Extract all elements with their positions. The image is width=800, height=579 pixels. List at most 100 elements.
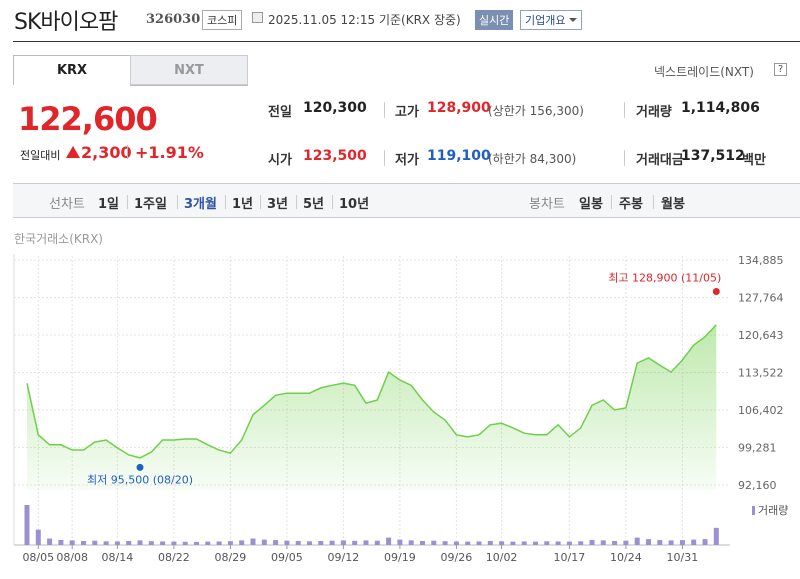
period-tab[interactable]: 1주일 [134,197,167,212]
price: 122,600 [18,100,158,138]
period-tab[interactable]: 5년 [303,197,325,212]
stat-label: 거래량 [636,105,672,120]
divider [225,195,226,209]
volume-bar [58,539,64,545]
volume-bar [92,540,98,545]
x-tick-label: 08/22 [158,551,190,564]
period-tab[interactable]: 3개월 [184,197,217,212]
candle-chart-label: 봉차트 [529,197,565,212]
divider [611,195,612,209]
x-tick-label: 10/24 [610,551,642,564]
volume-bar [126,541,132,545]
period-tab[interactable]: 1일 [98,197,120,212]
stat-label: 전일 [268,105,292,120]
volume-bar [420,541,425,545]
volume-bar [148,541,154,545]
chart-source: 한국거래소(KRX) [14,232,103,246]
volume-bar [273,540,279,545]
x-tick-label: 09/19 [384,551,416,564]
period-tab[interactable]: 주봉 [619,197,643,212]
x-tick-label: 10/31 [667,551,699,564]
x-tick-label: 08/29 [215,551,247,564]
volume-bar [521,541,527,545]
volume-bar [182,541,188,545]
stat-value: 128,900 [427,100,491,116]
volume-bar [194,541,199,545]
divider [127,195,128,209]
volume-bar [578,541,584,545]
up-arrow [66,146,80,158]
volume-bar [702,539,708,545]
stat-value: 123,500 [303,148,367,164]
volume-bar [295,541,301,545]
volume-bar [612,541,618,545]
volume-bar [453,541,459,545]
y-tick-label: 106,402 [738,404,784,417]
stat-value: 1,114,806 [681,100,760,116]
volume-bar [431,540,437,545]
annotation-marker [712,288,720,296]
x-tick-label: 10/17 [554,551,586,564]
volume-bar [363,540,369,545]
divider [127,145,128,159]
area-fill [27,324,717,490]
help-icon[interactable]: ? [774,63,787,76]
x-tick-label: 09/26 [441,551,473,564]
tab-underline [130,85,248,86]
period-tab[interactable]: 3년 [267,197,289,212]
volume-bar [137,540,143,545]
divider [653,195,654,209]
volume-bar [24,505,30,545]
divider [624,102,625,118]
stat-label: 시가 [268,153,292,168]
volume-bar [533,541,538,545]
volume-bar [69,540,75,545]
volume-bar [600,540,606,545]
y-tick-label: 134,885 [738,254,784,267]
period-tab[interactable]: 10년 [339,197,370,212]
volume-legend-swatch [752,506,755,515]
volume-bar [386,537,392,545]
volume-bar [307,541,312,545]
volume-bar [261,539,267,545]
y-tick-label: 92,160 [738,479,777,492]
divider [296,195,297,209]
volume-bar [340,540,346,545]
divider [332,195,333,209]
x-tick-label: 08/05 [22,551,54,564]
volume-bar [408,540,414,545]
volume-bar [239,540,245,545]
nxt-link[interactable]: 넥스트레이드(NXT) [654,65,754,79]
volume-bar [35,529,41,545]
company-menu[interactable]: 기업개요 [520,10,583,30]
time: 2025.11.05 12:15 [268,13,376,27]
line-chart-label: 선차트 [49,197,85,212]
realtime-button[interactable]: 실시간 [475,10,514,30]
volume-bar [713,527,719,545]
timestamp: 2025.11.05 12:15 기준(KRX 장중) [268,11,461,28]
y-tick-label: 99,281 [738,441,777,454]
basis: 기준(KRX 장중) [378,13,461,27]
price-line [26,324,717,459]
period-tab[interactable]: 1년 [232,197,254,212]
market-tab[interactable]: NXT [130,55,248,85]
x-tick-label: 09/05 [271,551,303,564]
volume-bar [499,541,505,545]
volume-legend: 거래량 [758,504,788,517]
volume-bar [566,541,572,545]
stat-label: 거래대금 [636,153,684,168]
y-tick-label: 127,764 [738,292,784,305]
annotation-label: 최저 95,500 (08/20) [87,473,193,486]
period-tab[interactable]: 월봉 [661,197,685,212]
volume-bar [623,540,629,545]
stat-limit: (상한가 156,300) [488,104,584,118]
market-badge: 코스피 [202,10,243,30]
period-tab[interactable]: 일봉 [579,197,603,212]
market-tab[interactable]: KRX [13,55,131,85]
volume-bar [442,541,448,545]
stat-limit: (하한가 84,300) [488,152,577,166]
divider [13,41,800,42]
y-tick-label: 120,643 [738,329,784,342]
period-bar: 선차트 1일 1주일 3개월 1년 3년 5년 10년 봉차트 일봉 주봉 월봉 [13,183,800,218]
